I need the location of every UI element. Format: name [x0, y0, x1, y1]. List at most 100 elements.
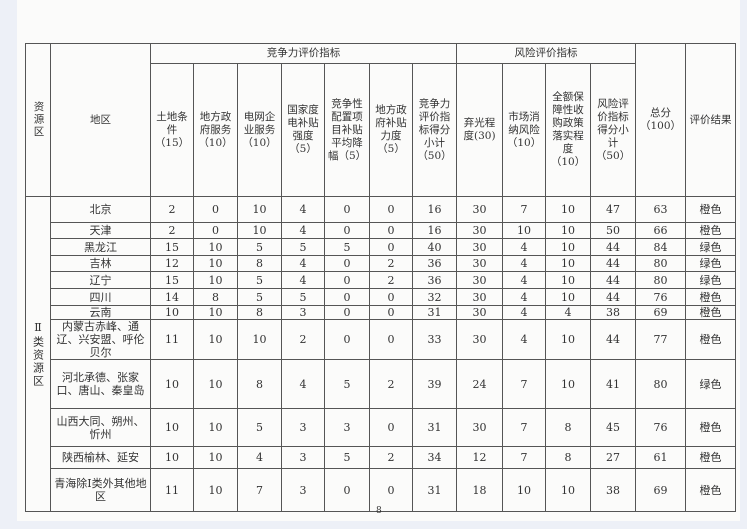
score-cell: 10	[237, 196, 282, 223]
score-cell: 7	[502, 408, 547, 447]
score-cell: 80	[635, 271, 687, 289]
score-cell: 10	[150, 408, 194, 447]
score-cell: 61	[635, 446, 687, 469]
score-cell: 0	[324, 271, 370, 289]
score-cell: 8	[237, 255, 282, 272]
score-cell: 0	[324, 222, 370, 239]
score-cell: 2	[369, 255, 413, 272]
score-cell: 4	[281, 255, 325, 272]
score-cell: 41	[590, 359, 637, 409]
result-cell: 橙色	[685, 305, 737, 320]
score-cell: 10	[545, 468, 592, 512]
score-cell: 30	[456, 222, 504, 239]
score-cell: 10	[545, 319, 592, 360]
score-cell: 5	[324, 359, 370, 409]
score-cell: 4	[502, 271, 547, 289]
score-cell: 10	[193, 255, 238, 272]
score-cell: 0	[324, 255, 370, 272]
score-cell: 30	[456, 288, 504, 306]
score-cell: 16	[411, 196, 458, 223]
region-cell: 青海除Ⅰ类外其他地区	[50, 468, 151, 512]
score-cell: 10	[502, 222, 547, 239]
score-cell: 7	[502, 359, 547, 409]
score-cell: 44	[590, 288, 637, 306]
score-cell: 10	[237, 222, 282, 239]
score-cell: 5	[324, 238, 370, 256]
score-cell: 8	[545, 408, 592, 447]
score-cell: 5	[237, 288, 282, 306]
table-row: Ⅱ类资源区 北京 2 0 10 4 0 0 16 30 7 10 47 63 橙色	[25, 196, 737, 512]
score-cell: 0	[369, 238, 413, 256]
score-cell: 44	[590, 255, 637, 272]
score-cell: 3	[281, 408, 325, 447]
risk-group-header: 风险评价指标	[456, 43, 637, 64]
score-cell: 30	[456, 271, 504, 289]
score-cell: 16	[411, 222, 458, 239]
score-cell: 30	[456, 238, 504, 256]
region-cell: 山西大同、朔州、忻州	[50, 408, 151, 447]
score-cell: 0	[369, 305, 413, 320]
score-cell: 0	[193, 222, 238, 239]
score-cell: 33	[411, 319, 458, 360]
score-cell: 7	[502, 196, 547, 223]
score-cell: 10	[193, 408, 238, 447]
table-row: 黑龙江 15 10 5 5 5 0 40 30 4 10 44 84 绿色	[26, 238, 737, 256]
score-cell: 10	[150, 446, 194, 469]
score-cell: 10	[193, 319, 238, 360]
score-cell: 7	[502, 446, 547, 469]
score-cell: 31	[411, 468, 458, 512]
score-cell: 10	[545, 222, 592, 239]
table-row: 辽宁 15 10 5 4 0 2 36 30 4 10 44 80 绿色	[26, 271, 737, 289]
region-cell: 云南	[50, 305, 151, 320]
score-cell: 76	[635, 408, 687, 447]
score-cell: 0	[324, 288, 370, 306]
region-cell: 吉林	[50, 255, 151, 272]
score-cell: 0	[369, 196, 413, 223]
region-cell: 黑龙江	[50, 238, 151, 256]
score-cell: 12	[150, 255, 194, 272]
score-cell: 0	[369, 288, 413, 306]
score-cell: 0	[324, 305, 370, 320]
score-cell: 77	[635, 319, 687, 360]
score-cell: 34	[411, 446, 458, 469]
score-cell: 66	[635, 222, 687, 239]
score-cell: 4	[281, 359, 325, 409]
score-cell: 5	[237, 408, 282, 447]
score-cell: 4	[281, 222, 325, 239]
evaluation-table: 资源区 地区 竞争力评价指标 风险评价指标 总分（100） 评价结果 土地条件（…	[25, 43, 737, 512]
score-cell: 5	[324, 446, 370, 469]
score-cell: 84	[635, 238, 687, 256]
table-row: 内蒙古赤峰、通辽、兴安盟、呼伦贝尔 11 10 10 2 0 0 33 30 4 10 44 77 橙色	[26, 319, 737, 360]
score-cell: 2	[369, 359, 413, 409]
score-cell: 31	[411, 408, 458, 447]
score-cell: 10	[193, 305, 238, 320]
score-cell: 10	[545, 271, 592, 289]
score-cell: 4	[281, 196, 325, 223]
score-cell: 5	[237, 271, 282, 289]
score-cell: 3	[324, 408, 370, 447]
risk-column-header: 弃光程度(30)	[456, 63, 504, 197]
table-row: 山西大同、朔州、忻州 10 10 5 3 3 0 31 30 7 8 45 76 橙色	[26, 408, 737, 447]
result-cell: 绿色	[685, 255, 737, 272]
score-cell: 4	[502, 288, 547, 306]
score-cell: 0	[369, 408, 413, 447]
result-column-header: 评价结果	[685, 43, 737, 197]
score-cell: 32	[411, 288, 458, 306]
result-cell: 橙色	[685, 408, 737, 447]
zone-label: Ⅱ类资源区	[31, 320, 45, 388]
score-cell: 15	[150, 238, 194, 256]
result-cell: 橙色	[685, 288, 737, 306]
score-cell: 11	[150, 319, 194, 360]
score-cell: 8	[237, 359, 282, 409]
score-cell: 10	[545, 359, 592, 409]
result-cell: 绿色	[685, 271, 737, 289]
score-cell: 10	[237, 319, 282, 360]
score-cell: 0	[369, 468, 413, 512]
page-number: 8	[376, 506, 382, 516]
score-cell: 10	[193, 238, 238, 256]
score-cell: 0	[324, 319, 370, 360]
score-cell: 10	[193, 468, 238, 512]
zone-column-header: 资源区	[25, 43, 51, 197]
score-cell: 11	[150, 468, 194, 512]
score-cell: 2	[150, 222, 194, 239]
